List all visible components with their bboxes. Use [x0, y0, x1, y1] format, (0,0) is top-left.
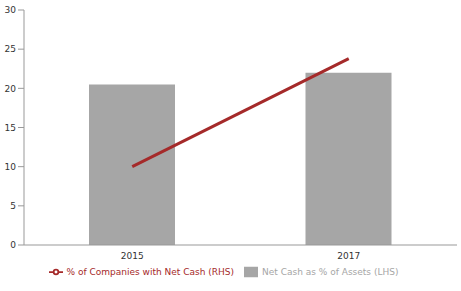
- svg-text:25: 25: [8, 44, 16, 54]
- svg-text:15: 15: [8, 123, 16, 133]
- svg-text:2017: 2017: [337, 251, 360, 261]
- html-text:% of Companies with Net Cash (: % of Companies with Net Cash (RHS): [66, 266, 234, 277]
- svg-text:0: 0: [10, 240, 16, 250]
- svg-text:2015: 2015: [121, 251, 144, 261]
- svg-text:20: 20: [8, 84, 16, 94]
- svg-text:10: 10: [8, 162, 16, 172]
- svg-text:30: 30: [8, 5, 16, 15]
- html-text:Net Cash as % of Assets (LHS): Net Cash as % of Assets (LHS): [262, 266, 399, 277]
- svg-text:5: 5: [10, 201, 16, 211]
